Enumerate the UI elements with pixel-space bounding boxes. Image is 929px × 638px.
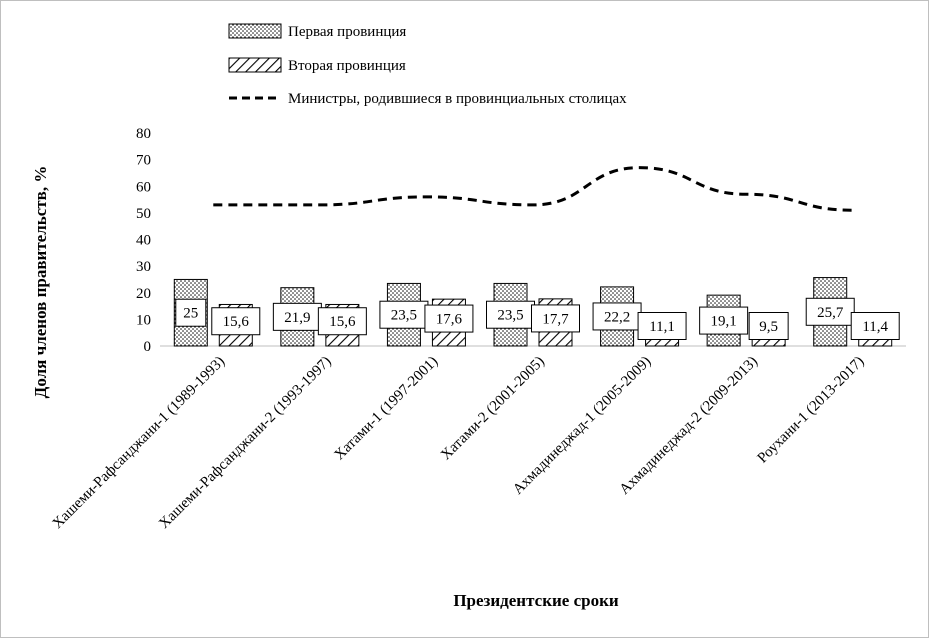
- data-label: 23,5: [497, 308, 523, 324]
- legend-label-ministers-line: Министры, родившиеся в провинциальных ст…: [288, 91, 627, 107]
- data-label-box: [531, 304, 580, 333]
- x-axis-ticks: Хашеми-Рафсанджани-1 (1989-1993)Хашеми-Р…: [50, 354, 868, 532]
- data-label: 19,1: [711, 314, 737, 330]
- data-labels: 25 15,6 21,9 15,6 23,5 17,6 23,5 17,7 22,2 11,1 19…: [175, 297, 900, 340]
- y-tick-label: 10: [136, 312, 151, 328]
- data-label-box: [850, 312, 900, 340]
- y-axis-title: Доля членов правительств, %: [31, 166, 50, 399]
- data-label-box: [379, 300, 429, 329]
- data-label: 17,7: [542, 311, 569, 327]
- data-label: 11,4: [862, 319, 888, 335]
- data-label-box: [317, 307, 367, 336]
- data-label-box: [486, 300, 535, 329]
- y-tick-label: 50: [136, 206, 151, 222]
- data-label-box: [272, 302, 322, 331]
- legend-swatch-dots: [228, 23, 282, 39]
- x-tick-label: Хатами-1 (1997-2001): [331, 354, 441, 464]
- data-label-box: [424, 304, 474, 333]
- x-tick-label: Хашеми-Рафсанджани-1 (1989-1993): [50, 354, 228, 532]
- data-label: 9,5: [759, 319, 778, 335]
- legend-label-second-province: Вторая провинция: [288, 58, 406, 74]
- data-label: 23,5: [391, 308, 417, 324]
- legend-label-first-province: Первая провинция: [288, 24, 406, 40]
- data-label: 15,6: [223, 314, 250, 330]
- data-label: 11,1: [649, 319, 675, 335]
- legend: Первая провинция Вторая провинция Минист…: [228, 23, 627, 107]
- data-label: 22,2: [604, 309, 630, 325]
- y-tick-label: 70: [136, 153, 151, 169]
- y-tick-label: 80: [136, 126, 151, 142]
- x-axis-title: Президентские сроки: [453, 591, 619, 610]
- legend-item-first-province: Первая провинция: [228, 23, 406, 40]
- legend-item-second-province: Вторая провинция: [228, 57, 406, 74]
- data-label-box: [805, 297, 855, 326]
- y-tick-label: 30: [136, 259, 151, 275]
- data-label: 21,9: [284, 310, 310, 326]
- y-axis-ticks: 0 10 20 30 40 50 60 70 80: [136, 126, 151, 355]
- y-tick-label: 40: [136, 233, 151, 249]
- data-label: 17,6: [436, 312, 463, 328]
- data-label-box: [592, 302, 642, 331]
- data-label-box: [699, 306, 749, 335]
- legend-item-ministers-line: Министры, родившиеся в провинциальных ст…: [229, 91, 627, 107]
- y-tick-label: 60: [136, 179, 151, 195]
- data-label: 25,7: [817, 305, 844, 321]
- data-label: 25: [183, 306, 198, 322]
- x-tick-label: Роухани-1 (2013-2017): [755, 354, 868, 467]
- data-label-box: [211, 307, 261, 336]
- y-tick-label: 20: [136, 286, 151, 302]
- y-tick-label: 0: [144, 339, 152, 355]
- data-label-box: [748, 312, 789, 340]
- series-line-ministers: [213, 166, 853, 212]
- data-label-box: [175, 298, 207, 327]
- line-series: [213, 166, 853, 212]
- data-label-box: [637, 312, 687, 340]
- x-tick-label: Хатами-2 (2001-2005): [438, 354, 548, 464]
- data-label: 15,6: [329, 314, 356, 330]
- x-tick-label: Хашеми-Рафсанджани-2 (1993-1997): [156, 354, 334, 532]
- legend-swatch-hatch: [228, 57, 282, 73]
